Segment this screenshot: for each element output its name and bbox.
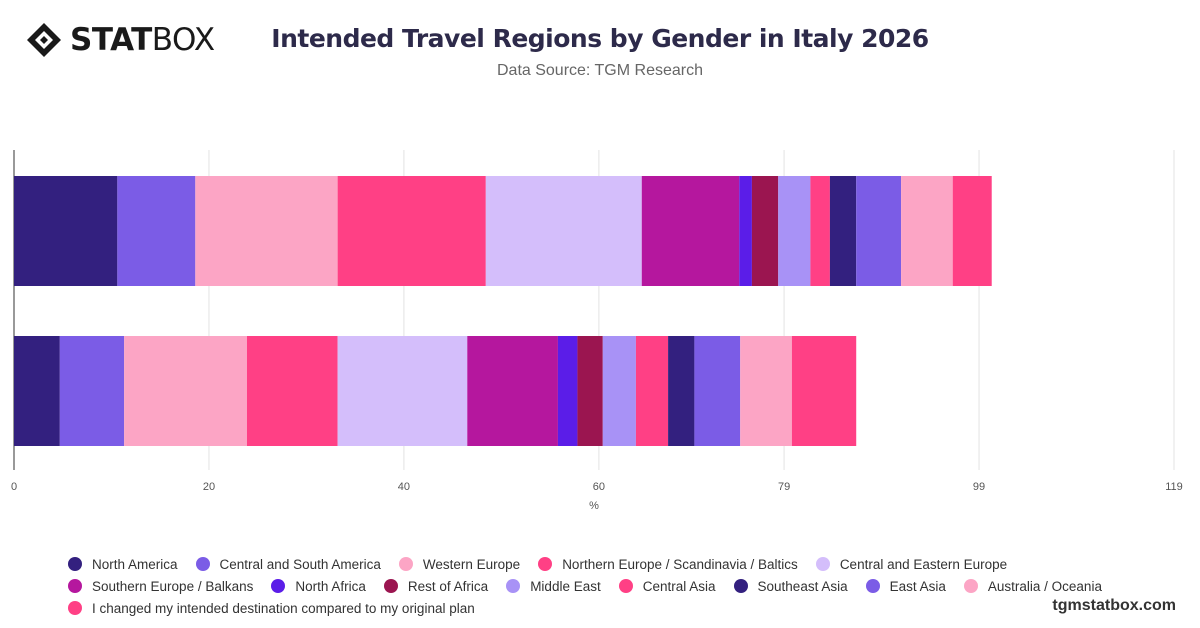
bar-segment [246,336,338,446]
x-tick-label: 0 [11,481,17,493]
legend-item[interactable]: East Asia [865,578,946,594]
bar-segment [59,336,125,446]
bar-segment [117,176,196,286]
legend-swatch [963,579,978,593]
legend-label: I changed my intended destination compar… [92,600,475,616]
legend-label: East Asia [889,578,946,594]
bar-segment [829,176,857,286]
legend-item[interactable]: Northern Europe / Scandinavia / Baltics [538,556,798,572]
legend-swatch [506,579,521,593]
bar-segment [740,336,792,446]
bar-segment [739,176,752,286]
legend-label: North Africa [295,578,366,594]
legend-label: Middle East [530,578,601,594]
bar-segment [952,176,992,286]
legend-label: Central and South America [219,556,381,572]
statbox-logo: STATBOX [26,22,215,58]
logo-text-bold: STAT [70,21,152,58]
statbox-diamond-icon [27,23,61,57]
x-tick-label: 20 [203,481,215,493]
x-tick-label: 79 [778,481,790,493]
legend-item[interactable]: Middle East [506,578,601,594]
legend-label: Southeast Asia [757,578,848,594]
legend-label: Rest of Africa [407,578,489,594]
legend-label: Central Asia [642,578,716,594]
legend-swatch [398,557,413,571]
x-tick-label: 40 [398,481,410,493]
legend-label: North America [92,556,178,572]
bar-segment [751,176,779,286]
bar-segment [602,336,636,446]
bar-segment [14,176,118,286]
bar-segment [337,336,468,446]
bar-segment [791,336,857,446]
legend-swatch [815,557,830,571]
bar-segment [577,336,603,446]
legend-label: Southern Europe / Balkans [92,578,254,594]
legend-item[interactable]: Australia / Oceania [963,578,1102,594]
legend-item[interactable]: Rest of Africa [383,578,489,594]
bar-segment [694,336,741,446]
x-axis-label: % [589,500,599,512]
chart-subtitle: Data Source: TGM Research [496,62,703,79]
legend-label: Central and Eastern Europe [839,556,1008,572]
legend-swatch [733,579,748,593]
legend-item[interactable]: Southern Europe / Balkans [68,578,253,594]
bar-segment [778,176,811,286]
legend-swatch [383,579,398,593]
bar-segment [14,336,60,446]
chart-title: Intended Travel Regions by Gender in Ita… [271,24,929,53]
bar-segment [195,176,338,286]
bar-segment [668,336,695,446]
legend-item[interactable]: Central and Eastern Europe [815,556,1008,572]
legend-item[interactable]: Central Asia [618,578,716,594]
bar-segment [901,176,953,286]
x-tick-label: 119 [1165,481,1183,493]
bar-segment [485,176,642,286]
logo-text-light: BOX [151,21,215,58]
footer-brand: tgmstatbox.com [1052,597,1176,614]
bar-segment [856,176,902,286]
legend-swatch [618,579,633,593]
legend-swatch [195,557,210,571]
bar-segment [337,176,486,286]
legend-item[interactable]: North Africa [271,578,366,594]
legend-swatch [68,579,82,593]
legend-label: Northern Europe / Scandinavia / Baltics [562,556,798,572]
bar-segment [467,336,558,446]
legend-item[interactable]: Western Europe [398,556,521,572]
legend-label: Australia / Oceania [987,578,1102,594]
legend-item[interactable]: Central and South America [195,556,381,572]
bar-segment [810,176,830,286]
legend-swatch [271,579,286,593]
legend-swatch [68,557,82,571]
bar-segment [641,176,740,286]
legend-swatch [865,579,880,593]
legend-item[interactable]: Southeast Asia [733,578,848,594]
legend-item[interactable]: North America [68,556,178,572]
x-tick-label: 99 [973,481,985,493]
legend-swatch [68,601,82,615]
legend-label: Western Europe [422,556,521,572]
x-tick-label: 60 [593,481,605,493]
legend-item[interactable]: I changed my intended destination compar… [68,600,475,616]
bar-segment [635,336,669,446]
legend-swatch [538,557,553,571]
bar-segment [124,336,247,446]
bar-segment [557,336,578,446]
chart-legend: North America Central and South America We… [68,556,1158,616]
logo-text: STATBOX [70,21,215,58]
